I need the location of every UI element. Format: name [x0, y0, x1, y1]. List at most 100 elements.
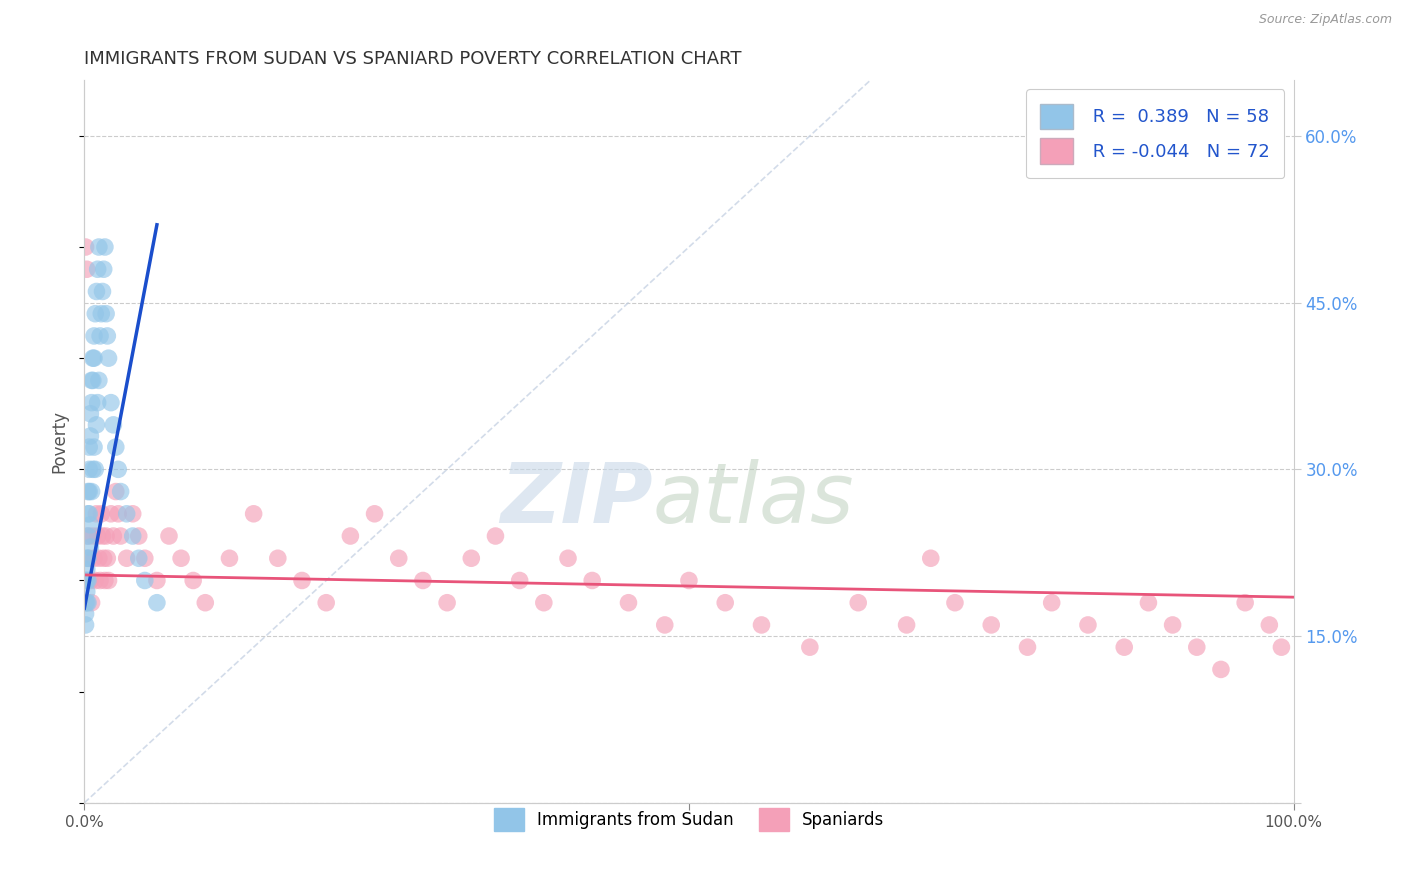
- Point: [484, 529, 506, 543]
- Point: [83, 551, 105, 566]
- Point: [1161, 618, 1184, 632]
- Point: [82, 529, 104, 543]
- Point: [75, 240, 97, 254]
- Point: [103, 417, 125, 432]
- Point: [91, 285, 114, 299]
- Point: [1185, 640, 1208, 655]
- Point: [943, 596, 966, 610]
- Point: [75, 596, 97, 610]
- Point: [146, 574, 169, 588]
- Point: [79, 574, 101, 588]
- Point: [146, 596, 169, 610]
- Point: [89, 574, 111, 588]
- Point: [1017, 640, 1039, 655]
- Point: [194, 596, 217, 610]
- Point: [617, 596, 640, 610]
- Point: [76, 584, 98, 599]
- Point: [77, 462, 100, 476]
- Point: [388, 551, 411, 566]
- Point: [94, 529, 117, 543]
- Point: [436, 596, 458, 610]
- Point: [1209, 662, 1232, 676]
- Point: [77, 551, 100, 566]
- Point: [79, 540, 101, 554]
- Point: [110, 529, 132, 543]
- Point: [557, 551, 579, 566]
- Point: [76, 562, 98, 576]
- Text: ZIP: ZIP: [501, 458, 652, 540]
- Point: [77, 507, 100, 521]
- Point: [678, 574, 700, 588]
- Point: [714, 596, 737, 610]
- Point: [77, 507, 100, 521]
- Point: [100, 507, 122, 521]
- Point: [654, 618, 676, 632]
- Point: [799, 640, 821, 655]
- Point: [77, 574, 100, 588]
- Point: [86, 395, 108, 409]
- Point: [87, 373, 110, 387]
- Point: [581, 574, 603, 588]
- Point: [86, 285, 108, 299]
- Point: [77, 596, 100, 610]
- Point: [242, 507, 264, 521]
- Point: [896, 618, 918, 632]
- Point: [363, 507, 385, 521]
- Point: [79, 407, 101, 421]
- Point: [107, 507, 129, 521]
- Point: [75, 574, 97, 588]
- Point: [76, 574, 98, 588]
- Point: [1258, 618, 1281, 632]
- Point: [80, 484, 103, 499]
- Point: [86, 262, 108, 277]
- Point: [218, 551, 240, 566]
- Point: [1077, 618, 1099, 632]
- Point: [97, 351, 120, 366]
- Point: [1234, 596, 1257, 610]
- Point: [170, 551, 193, 566]
- Point: [82, 373, 104, 387]
- Point: [77, 440, 100, 454]
- Point: [91, 529, 114, 543]
- Point: [94, 307, 117, 321]
- Point: [84, 574, 107, 588]
- Point: [1040, 596, 1063, 610]
- Point: [84, 462, 107, 476]
- Point: [79, 429, 101, 443]
- Point: [115, 551, 138, 566]
- Point: [83, 351, 105, 366]
- Point: [107, 462, 129, 476]
- Point: [128, 529, 150, 543]
- Point: [83, 329, 105, 343]
- Point: [77, 551, 100, 566]
- Point: [134, 551, 156, 566]
- Point: [77, 484, 100, 499]
- Point: [751, 618, 773, 632]
- Point: [84, 307, 107, 321]
- Y-axis label: Poverty: Poverty: [51, 410, 69, 473]
- Point: [96, 329, 118, 343]
- Point: [121, 529, 143, 543]
- Point: [77, 529, 100, 543]
- Point: [103, 529, 125, 543]
- Point: [93, 262, 115, 277]
- Point: [291, 574, 314, 588]
- Point: [77, 529, 100, 543]
- Point: [1114, 640, 1136, 655]
- Text: Source: ZipAtlas.com: Source: ZipAtlas.com: [1258, 13, 1392, 27]
- Point: [83, 440, 105, 454]
- Point: [157, 529, 180, 543]
- Point: [89, 329, 111, 343]
- Point: [90, 507, 112, 521]
- Point: [82, 462, 104, 476]
- Point: [80, 596, 103, 610]
- Point: [1270, 640, 1292, 655]
- Point: [86, 507, 108, 521]
- Point: [94, 240, 117, 254]
- Point: [86, 529, 108, 543]
- Point: [77, 484, 100, 499]
- Point: [121, 507, 143, 521]
- Point: [980, 618, 1002, 632]
- Point: [75, 607, 97, 621]
- Text: IMMIGRANTS FROM SUDAN VS SPANIARD POVERTY CORRELATION CHART: IMMIGRANTS FROM SUDAN VS SPANIARD POVERT…: [84, 50, 742, 68]
